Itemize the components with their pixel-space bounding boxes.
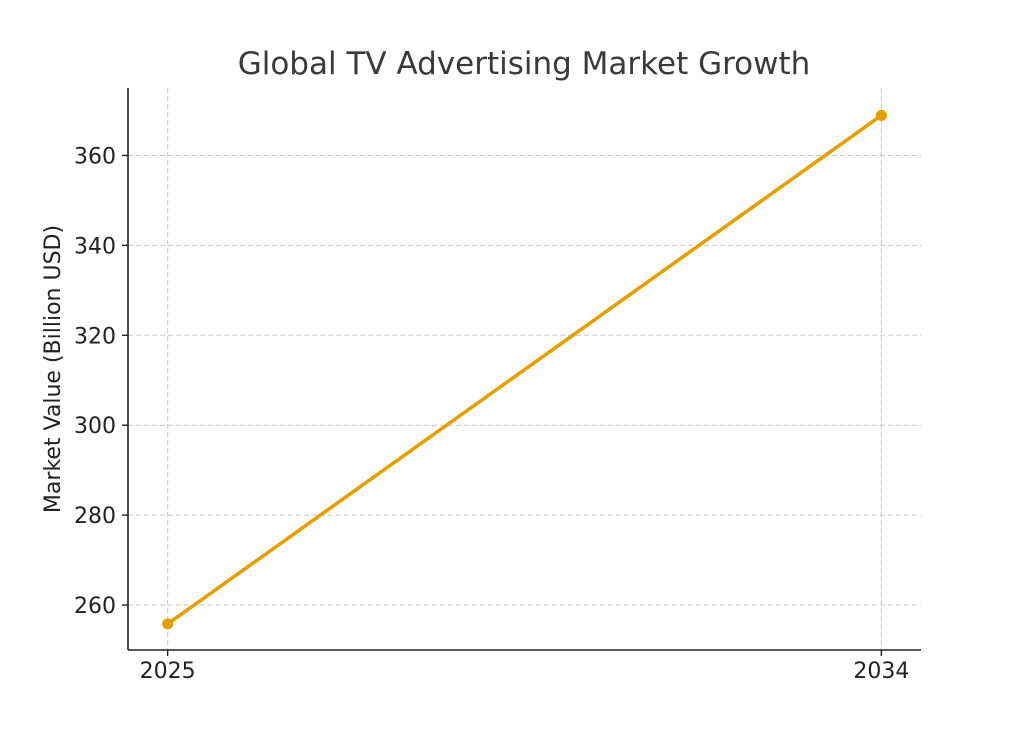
y-axis-label: Market Value (Billion USD) bbox=[41, 225, 66, 513]
data-point bbox=[875, 109, 887, 121]
series-layer bbox=[162, 109, 887, 630]
x-tick-label: 2034 bbox=[853, 659, 909, 684]
y-tick-label: 340 bbox=[74, 234, 116, 259]
y-tick-label: 320 bbox=[74, 324, 116, 349]
data-point bbox=[162, 618, 174, 630]
y-tick-label: 300 bbox=[74, 414, 116, 439]
tick-labels: 260 280 300 320 340 360 2025 2034 bbox=[74, 144, 909, 684]
y-tick-label: 360 bbox=[74, 144, 116, 169]
y-tick-label: 260 bbox=[74, 594, 116, 619]
chart-title: Global TV Advertising Market Growth bbox=[238, 46, 811, 82]
axes bbox=[122, 88, 921, 656]
series-line bbox=[165, 113, 884, 626]
y-tick-label: 280 bbox=[74, 504, 116, 529]
x-tick-label: 2025 bbox=[140, 659, 196, 684]
grid-lines bbox=[128, 88, 921, 650]
